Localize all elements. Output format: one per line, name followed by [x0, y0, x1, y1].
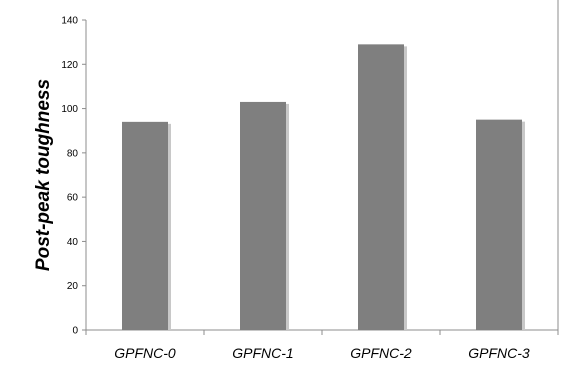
x-axis-labels: GPFNC-0 GPFNC-1 GPFNC-2 GPFNC-3 [114, 345, 530, 361]
y-tick-label: 140 [61, 16, 78, 27]
x-tick-label: GPFNC-3 [468, 345, 530, 361]
bar-gpfnc-1 [240, 101, 286, 330]
bar-gpfnc-0 [122, 121, 168, 330]
bars [122, 44, 525, 331]
bar-gpfnc-3 [476, 119, 522, 331]
x-axis-ticks [85, 330, 559, 335]
y-tick-label: 0 [72, 326, 78, 337]
y-tick-label: 120 [61, 60, 78, 71]
x-tick-label: GPFNC-2 [350, 345, 412, 361]
y-tick-label: 20 [67, 281, 79, 292]
y-axis-title: Post-peak toughness [33, 79, 54, 271]
x-tick-label: GPFNC-0 [114, 345, 176, 361]
bar-gpfnc-2 [358, 44, 404, 330]
y-tick-label: 60 [67, 193, 79, 204]
y-tick-label: 100 [61, 104, 78, 115]
y-tick-label: 80 [67, 148, 79, 159]
y-tick-label: 40 [67, 237, 79, 248]
y-axis-ticks: 0 20 40 60 80 100 120 140 [61, 16, 86, 337]
x-tick-label: GPFNC-1 [232, 345, 293, 361]
